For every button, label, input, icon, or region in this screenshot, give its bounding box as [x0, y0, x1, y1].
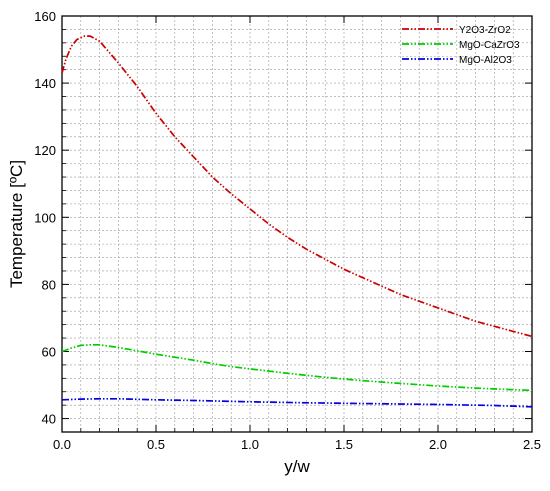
y-tick-label: 60: [42, 344, 56, 359]
legend: Y2O3-ZrO2 MgO-CaZrO3 MgO-Al2O3: [402, 25, 520, 66]
legend-label: MgO-CaZrO3: [459, 40, 520, 51]
x-tick-label: 0.5: [147, 437, 165, 452]
y-tick-label: 100: [34, 210, 56, 225]
x-tick-label: 1.0: [241, 437, 259, 452]
x-axis-title: y/w: [284, 457, 310, 476]
y-tick-label: 40: [42, 412, 56, 427]
legend-label: Y2O3-ZrO2: [459, 25, 511, 36]
y-tick-label: 80: [42, 277, 56, 292]
grid: [62, 16, 532, 432]
y-tick-label: 140: [34, 76, 56, 91]
plot-frame: [61, 15, 533, 433]
x-tick-label: 2.0: [429, 437, 447, 452]
y-tick-label: 160: [34, 9, 56, 24]
y-axis-title: Temperature [ºC]: [7, 160, 26, 288]
legend-label: MgO-Al2O3: [459, 55, 512, 66]
axis-ticks: 0.0 0.5 1.0 1.5 2.0 2.5 40 60 80 100 120 140 160: [34, 9, 541, 452]
x-tick-label: 2.5: [523, 437, 541, 452]
x-tick-label: 0.0: [53, 437, 71, 452]
series-lines: [61, 35, 533, 408]
series-line-mgo-al2o3: [61, 397, 533, 408]
x-tick-label: 1.5: [335, 437, 353, 452]
series-line-y2o3-zro2: [61, 35, 533, 338]
series-line-mgo-cazro3: [61, 343, 533, 392]
y-tick-label: 120: [34, 143, 56, 158]
